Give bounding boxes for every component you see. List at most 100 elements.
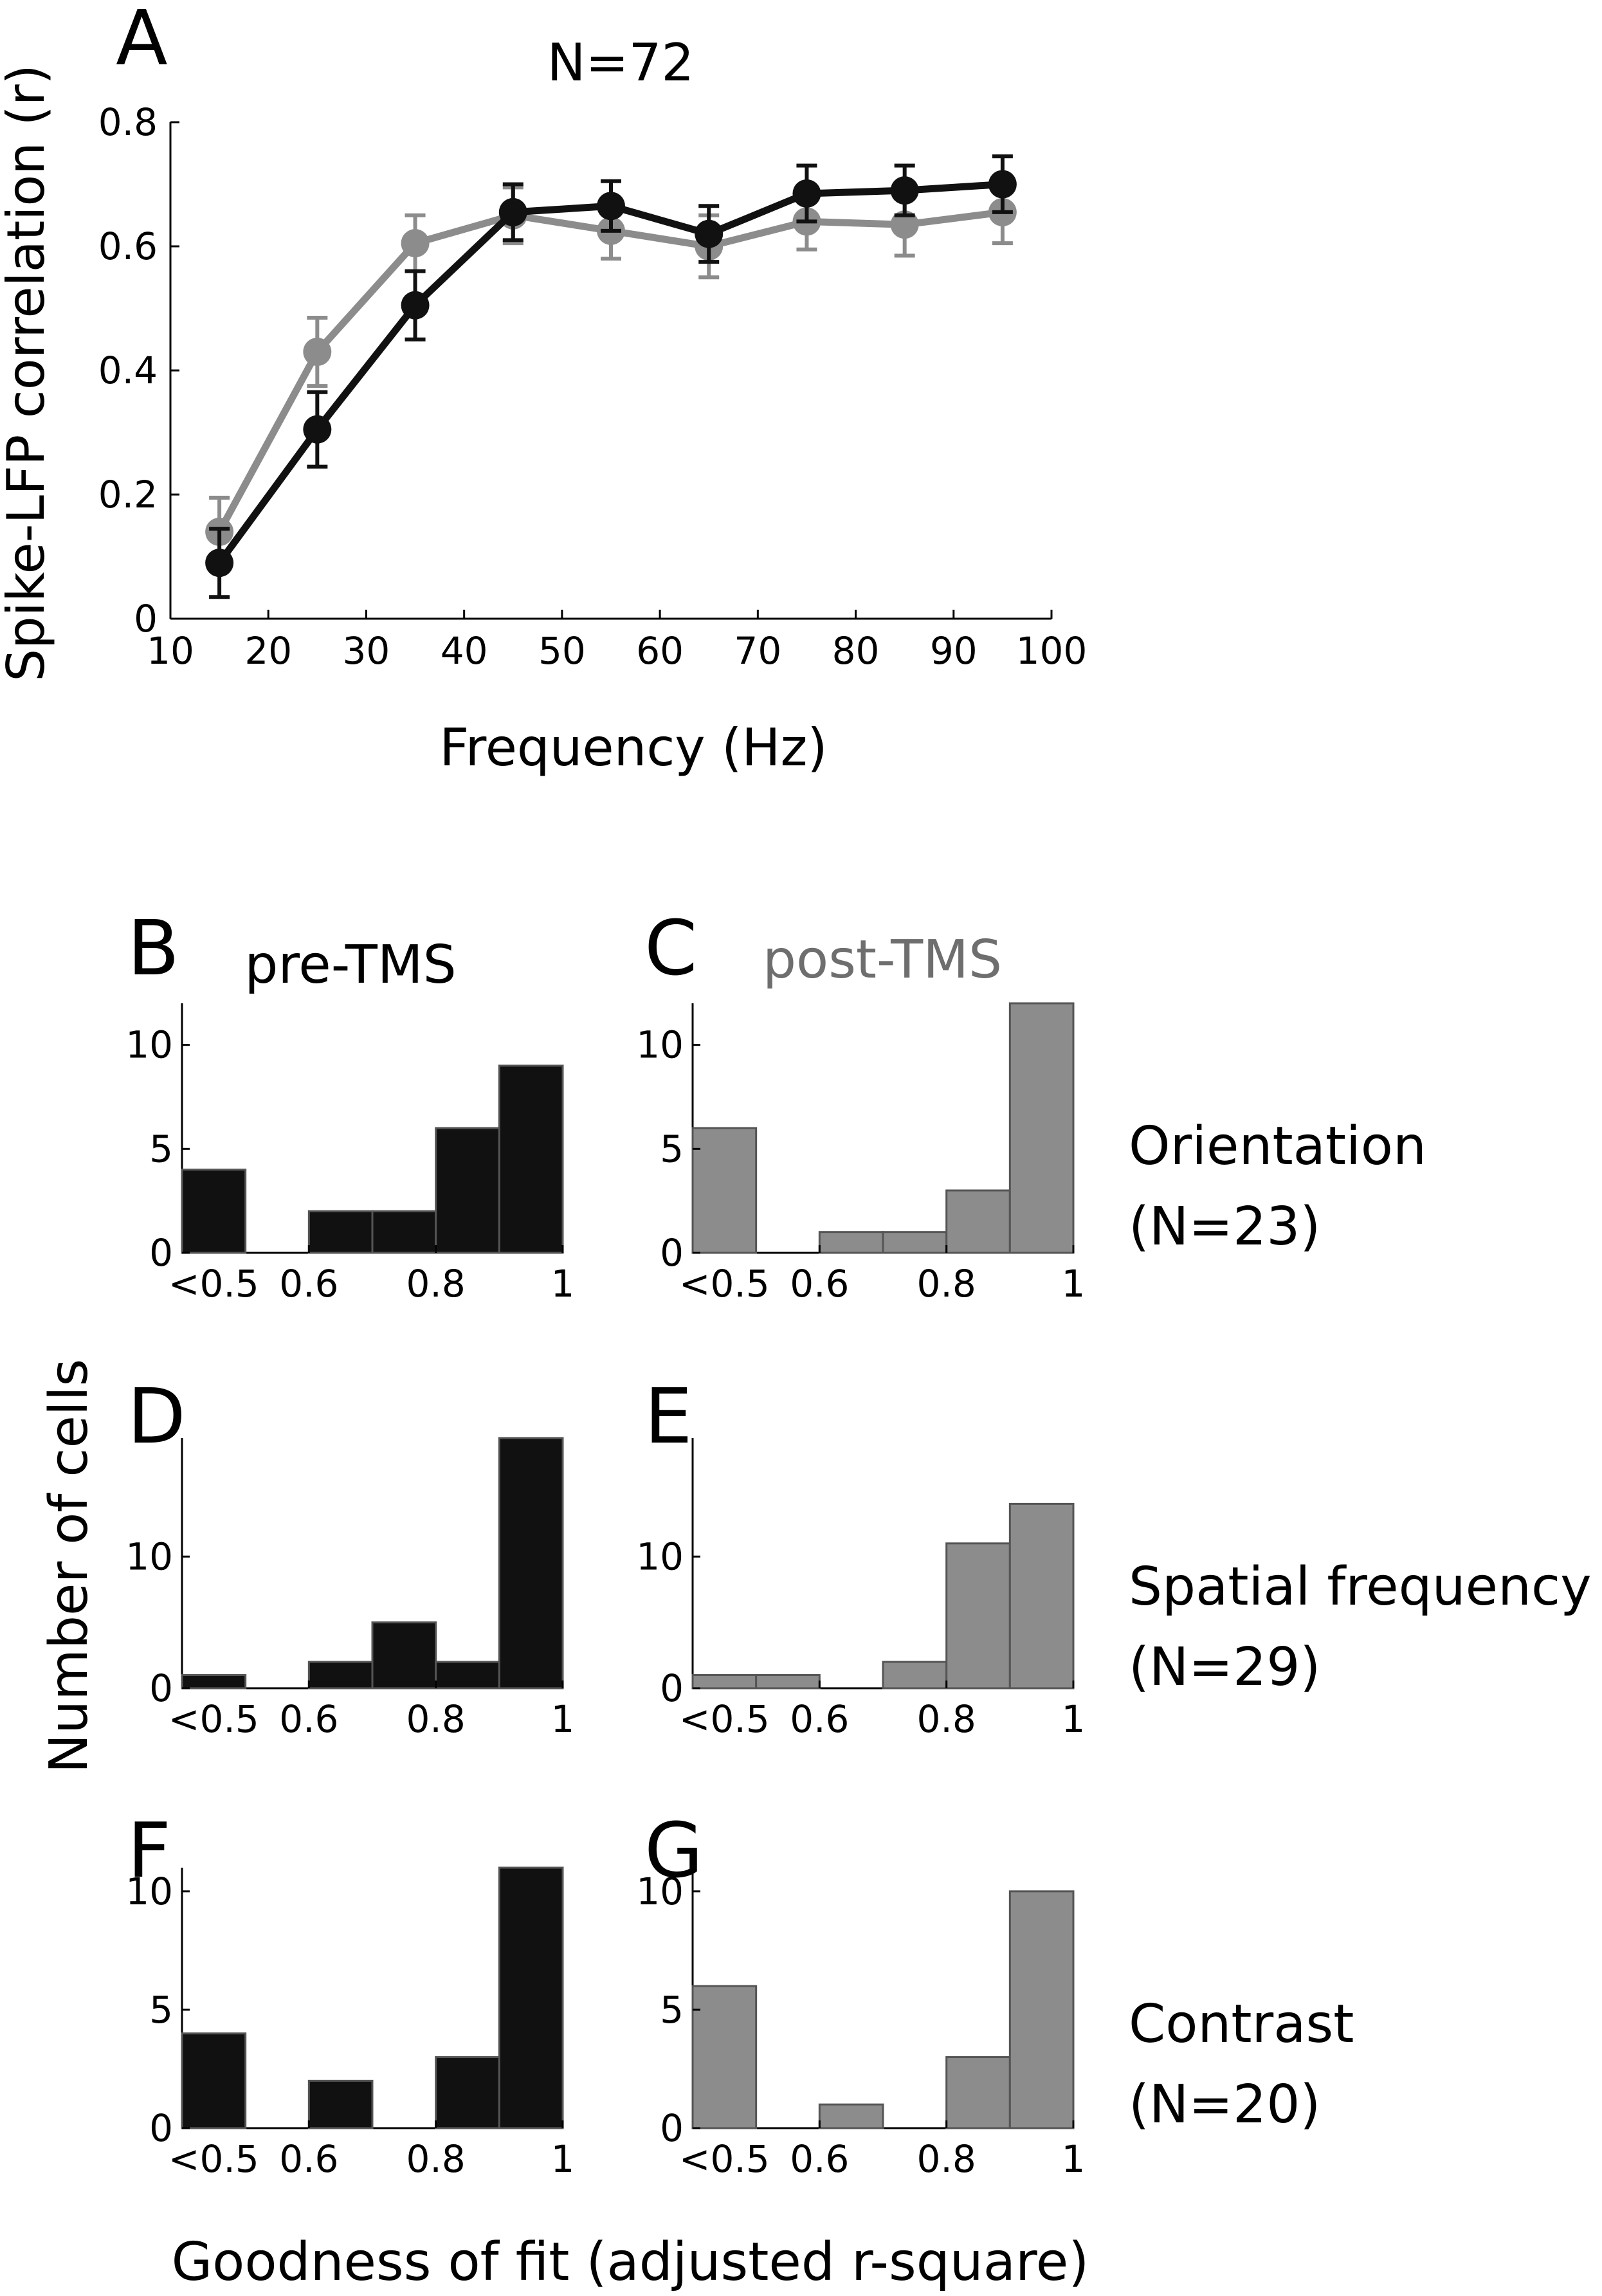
hist-x-tick-label: 1	[551, 1697, 575, 1741]
panel-a-x-tick-label: 90	[930, 629, 978, 673]
hist-bar	[435, 1661, 500, 1690]
hist-x-tick-label: 1	[551, 1262, 575, 1306]
hist-y-tick-label: 10	[636, 1870, 684, 1913]
hist-y-tick-label: 0	[660, 1666, 684, 1710]
panel-label-d: D	[127, 1372, 186, 1461]
row-count-contrast: (N=20)	[1129, 2074, 1320, 2135]
histogram-g: 0 5 10 <0.5 0.6 0.8 1	[636, 1868, 1085, 2181]
hist-x-tick-label: 0.8	[406, 1697, 466, 1741]
hist-bar	[498, 1437, 564, 1690]
hist-x-tick-label: 0.6	[279, 1697, 338, 1741]
series-0-point	[303, 415, 332, 444]
hist-y-tick-label: 0	[149, 1666, 173, 1710]
panel-a-x-axis-label: Frequency (Hz)	[439, 718, 827, 778]
series-0	[205, 154, 1017, 599]
hist-bar	[691, 1674, 758, 1690]
panel-a-y-axis-label: Spike-LFP correlation (r)	[0, 64, 56, 682]
hist-x-tick-label: 0.8	[917, 1262, 976, 1306]
hist-x-tick-label: 0.6	[279, 2137, 338, 2181]
hist-y-tick-label: 5	[660, 1127, 684, 1171]
hist-bar	[1008, 1890, 1075, 2129]
histogram-d: 0 10 <0.5 0.6 0.8 1	[125, 1437, 575, 1741]
series-0-point	[792, 179, 821, 208]
hist-x-tick-label: <0.5	[168, 1262, 259, 1306]
hist-x-tick-label: <0.5	[679, 1697, 770, 1741]
panel-a-y-tick-label: 0	[134, 597, 158, 641]
hist-bar	[691, 1985, 758, 2129]
series-0-point	[205, 549, 234, 578]
hist-bar	[371, 1210, 437, 1254]
histogram-y-axis-label: Number of cells	[39, 1359, 100, 1773]
column-title-pre-tms: pre-TMS	[244, 934, 456, 996]
hist-x-tick-label: <0.5	[679, 2137, 770, 2181]
hist-bar	[498, 1064, 564, 1254]
column-title-post-tms: post-TMS	[763, 929, 1002, 990]
hist-bar	[307, 1210, 374, 1254]
hist-bar	[307, 1661, 374, 1690]
hist-x-tick-label: 0.6	[279, 1262, 338, 1306]
panel-label-f: F	[127, 1806, 171, 1895]
panel-a-line-chart: A N=72 Spike-LFP correlation (r) Frequen…	[0, 0, 1087, 778]
histogram-f: 0 5 10 <0.5 0.6 0.8 1	[125, 1866, 575, 2181]
histogram-c: 0 5 10 <0.5 0.6 0.8 1	[636, 1002, 1085, 1306]
panel-a-x-tick-label: 70	[734, 629, 781, 673]
hist-x-tick-label: 0.6	[790, 2137, 849, 2181]
histogram-x-axis-label: Goodness of fit (adjusted r-square)	[172, 2232, 1089, 2293]
hist-x-tick-label: 1	[1062, 1697, 1086, 1741]
hist-x-tick-label: <0.5	[168, 2137, 259, 2181]
hist-x-tick-label: 0.6	[790, 1262, 849, 1306]
panel-label-e: E	[644, 1372, 693, 1461]
panel-a-y-tick-label: 0.4	[98, 349, 158, 392]
hist-y-tick-label: 10	[636, 1023, 684, 1067]
panel-a-y-tick-label: 0.8	[98, 100, 158, 144]
panel-a-x-tick-label: 50	[538, 629, 586, 673]
panel-label-a: A	[116, 0, 168, 82]
panel-a-y-tick-label: 0.6	[98, 224, 158, 268]
series-1-point	[401, 229, 430, 258]
hist-y-tick-label: 0	[660, 1231, 684, 1275]
hist-bar	[181, 2032, 247, 2129]
row-label-contrast: Contrast	[1129, 1994, 1354, 2055]
hist-y-tick-label: 0	[149, 1231, 173, 1275]
hist-bar	[945, 1189, 1011, 1254]
hist-x-tick-label: 1	[1062, 2137, 1086, 2181]
hist-bar	[1008, 1002, 1075, 1254]
hist-y-tick-label: 5	[660, 1988, 684, 2032]
series-1-point	[303, 338, 332, 367]
hist-bar	[691, 1127, 758, 1254]
hist-x-tick-label: 0.6	[790, 1697, 849, 1741]
hist-bar	[818, 1231, 884, 1254]
panel-label-b: B	[127, 904, 179, 992]
panel-a-series	[205, 154, 1017, 599]
hist-x-tick-label: 0.8	[917, 1697, 976, 1741]
hist-bar	[818, 2103, 884, 2129]
row-count-spatial-frequency: (N=29)	[1129, 1637, 1320, 1698]
panel-a-title: N=72	[547, 33, 695, 93]
hist-x-tick-label: <0.5	[168, 1697, 259, 1741]
hist-x-tick-label: 0.8	[406, 1262, 466, 1306]
panel-a-x-tick-label: 10	[147, 629, 194, 673]
hist-x-tick-label: 0.8	[917, 2137, 976, 2181]
histogram-b: 0 5 10 <0.5 0.6 0.8 1	[125, 1003, 574, 1306]
panel-a-x-tick-label: 60	[636, 629, 684, 673]
hist-bar	[945, 2056, 1011, 2129]
panel-label-c: C	[644, 904, 697, 992]
panel-a-axes: 10 20 30 40 50 60 70 80 90 100 0 0.2 0.4 0.6 0.8	[98, 100, 1088, 673]
hist-bar	[755, 1674, 821, 1690]
hist-y-tick-label: 10	[125, 1023, 173, 1067]
panel-a-y-tick-label: 0.2	[98, 473, 158, 516]
row-label-spatial-frequency: Spatial frequency	[1129, 1556, 1592, 1617]
panel-a-x-tick-label: 30	[343, 629, 390, 673]
hist-bar	[945, 1542, 1011, 1690]
panel-a-x-tick-label: 20	[244, 629, 292, 673]
hist-x-tick-label: 1	[551, 2137, 575, 2181]
row-label-orientation: Orientation	[1129, 1116, 1426, 1177]
panel-a-x-tick-label: 40	[441, 629, 488, 673]
series-0-point	[498, 197, 527, 226]
hist-bar	[181, 1169, 247, 1254]
hist-y-tick-label: 5	[149, 1988, 173, 2032]
hist-x-tick-label: 0.8	[406, 2137, 466, 2181]
hist-x-tick-label: <0.5	[679, 1262, 770, 1306]
hist-bar	[371, 1621, 437, 1690]
